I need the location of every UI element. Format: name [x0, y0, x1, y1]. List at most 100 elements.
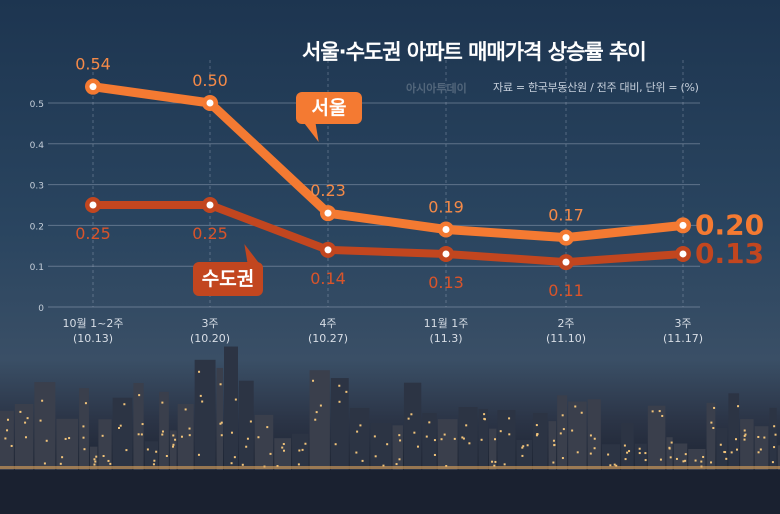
window-light [119, 424, 122, 427]
source-note: 자료 = 한국부동산원 / 전주 대비, 단위 = (%) [493, 81, 699, 94]
x-tick-label: 4주 [319, 317, 336, 330]
window-light [410, 413, 413, 416]
window-light [84, 402, 87, 405]
window-light [713, 406, 716, 409]
building [177, 403, 194, 470]
x-tick-label: 10월 1~2주 [63, 317, 124, 330]
window-light [589, 434, 592, 437]
city-skyline-background [0, 346, 780, 514]
x-tick-label: (10.20) [190, 332, 230, 345]
series-lines: 0.54 0.50 0.23 0.19 0.17 0.20 0.25 0.25 0.14 0.13… [75, 55, 764, 300]
data-label: 0.13 [428, 273, 464, 292]
window-light [41, 399, 44, 402]
river [0, 470, 780, 514]
window-light [319, 404, 322, 407]
window-light [503, 463, 506, 466]
building [740, 419, 754, 470]
window-light [233, 456, 236, 459]
window-light [64, 437, 67, 440]
series-line-metro [93, 201, 684, 267]
window-light [428, 421, 431, 424]
legend-callout-metro: 수도권 [193, 262, 263, 296]
x-tick-label: 3주 [674, 317, 691, 330]
window-light [613, 463, 616, 466]
window-light [398, 458, 401, 461]
window-light [19, 410, 22, 413]
building [437, 419, 458, 470]
window-light [138, 394, 141, 397]
window-light [623, 444, 626, 447]
window-light [246, 437, 249, 440]
data-label: 0.23 [310, 181, 346, 200]
building [34, 382, 56, 470]
window-light [125, 449, 128, 452]
window-light [4, 437, 7, 440]
building [557, 395, 568, 470]
building [716, 427, 728, 470]
building [769, 407, 777, 470]
building [112, 397, 133, 470]
window-light [416, 445, 419, 448]
building [238, 380, 254, 470]
data-point-center [562, 234, 570, 242]
window-light [735, 438, 738, 441]
window-light [172, 443, 175, 446]
building [144, 441, 159, 470]
data-label: 0.14 [310, 269, 346, 288]
window-light [282, 449, 285, 452]
window-light [593, 437, 596, 440]
window-light [230, 462, 233, 465]
window-light [361, 459, 364, 462]
y-tick-label: 0.3 [30, 182, 44, 192]
window-light [269, 452, 272, 455]
building [621, 423, 634, 470]
building [330, 378, 349, 470]
x-tick-label: 3주 [201, 317, 218, 330]
window-light [494, 460, 497, 463]
building [0, 410, 14, 470]
data-label: 0.11 [548, 281, 584, 300]
window-light [763, 436, 766, 439]
window-light [188, 434, 191, 437]
building [292, 433, 309, 470]
window-light [480, 438, 483, 441]
window-light [137, 433, 140, 436]
window-light [561, 457, 564, 460]
window-light [615, 464, 618, 467]
logo-watermark: 아시아투데이 [406, 82, 467, 95]
window-light [670, 441, 673, 444]
window-light [535, 424, 538, 427]
window-light [526, 444, 529, 447]
window-light [345, 390, 348, 393]
window-light [184, 408, 187, 411]
window-light [700, 460, 703, 463]
building [728, 393, 740, 470]
building [370, 423, 392, 470]
building [568, 401, 587, 470]
data-point-center [562, 258, 570, 266]
window-light [443, 433, 446, 436]
window-light [702, 455, 705, 458]
data-point-center [206, 201, 214, 209]
window-light [759, 448, 762, 451]
data-point-center [324, 246, 332, 254]
building [56, 418, 79, 470]
window-light [234, 398, 237, 401]
window-light [95, 455, 98, 458]
window-light [199, 394, 202, 397]
window-light [743, 434, 746, 437]
window-light [82, 425, 85, 428]
window-light [395, 463, 398, 466]
building [309, 370, 330, 470]
window-light [197, 453, 200, 456]
window-light [298, 449, 301, 452]
window-light [374, 455, 377, 458]
window-light [399, 439, 402, 442]
y-tick-label: 0.2 [30, 222, 44, 232]
window-light [669, 456, 672, 459]
window-light [744, 433, 747, 436]
window-light [83, 448, 86, 451]
building [79, 388, 89, 470]
window-light [552, 461, 555, 464]
data-point-center [679, 250, 687, 258]
